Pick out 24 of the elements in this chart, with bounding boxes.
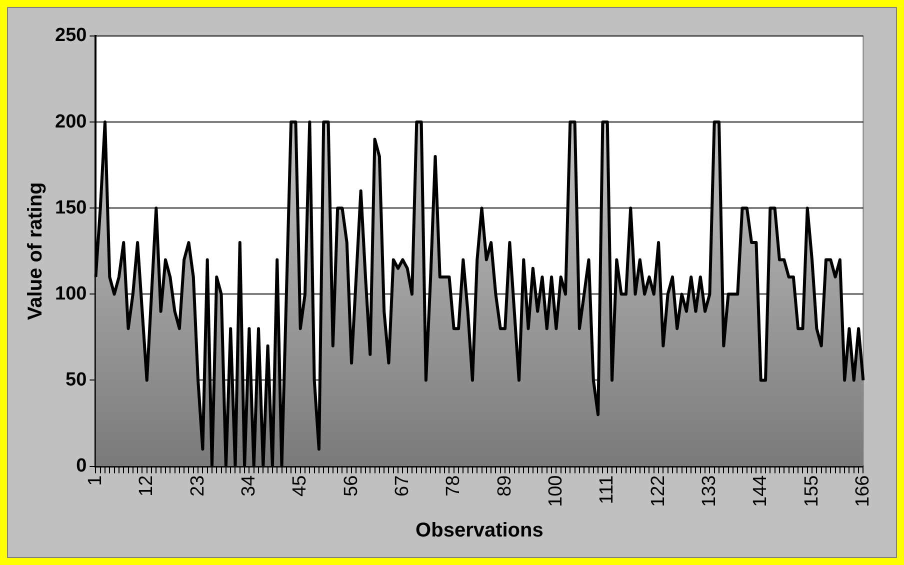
x-tick-label: 100 bbox=[545, 475, 566, 507]
x-tick-label: 45 bbox=[290, 475, 311, 496]
x-tick-label: 67 bbox=[392, 475, 413, 496]
x-tick-label: 34 bbox=[238, 474, 260, 496]
y-tick-label: 200 bbox=[55, 111, 87, 132]
x-tick-label: 122 bbox=[648, 475, 669, 507]
x-tick-label: 144 bbox=[750, 474, 772, 507]
x-tick-label: 78 bbox=[443, 475, 464, 496]
y-axis-title: Value of rating bbox=[24, 182, 47, 320]
y-tick-label: 50 bbox=[66, 369, 87, 390]
y-tick-label: 0 bbox=[76, 456, 87, 477]
y-tick-label: 150 bbox=[55, 197, 87, 218]
x-tick-label: 23 bbox=[187, 475, 208, 496]
x-axis-title: Observations bbox=[416, 520, 544, 542]
y-tick-label: 100 bbox=[55, 283, 87, 304]
x-tick-label: 111 bbox=[596, 475, 618, 504]
x-tick-label: 166 bbox=[852, 475, 874, 507]
x-tick-label: 56 bbox=[340, 475, 362, 496]
x-tick-label: 89 bbox=[494, 475, 516, 496]
x-tick-label: 155 bbox=[801, 475, 822, 507]
x-tick-label: 133 bbox=[698, 475, 720, 507]
x-tick-label: 1 bbox=[84, 475, 106, 486]
x-tick-label: 12 bbox=[136, 475, 158, 496]
y-tick-label: 250 bbox=[55, 25, 87, 46]
